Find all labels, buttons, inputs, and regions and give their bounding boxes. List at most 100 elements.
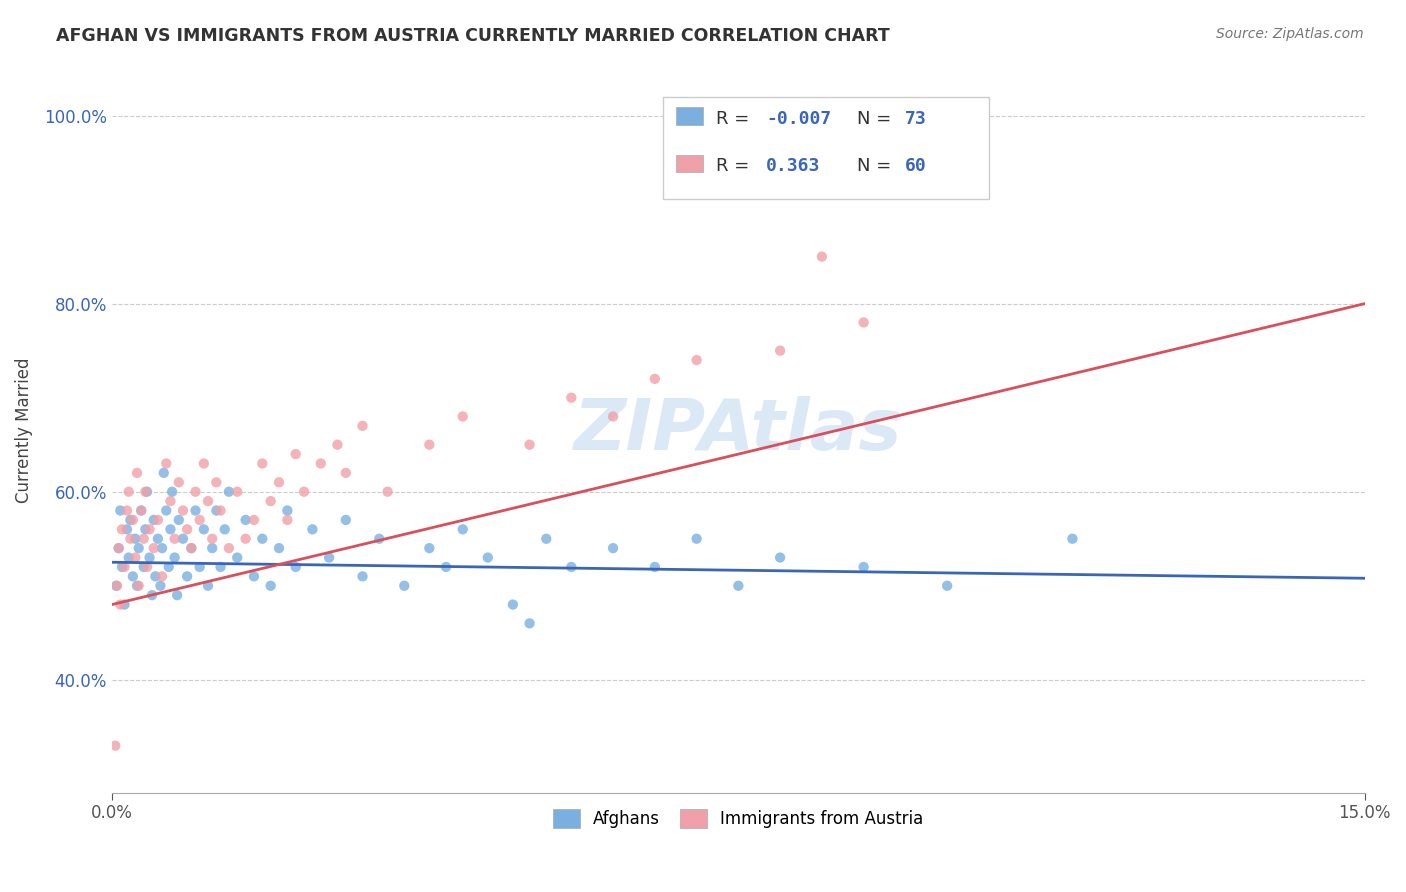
Point — [205, 475, 228, 490]
Point — [276, 513, 298, 527]
Point — [218, 484, 240, 499]
Point — [180, 541, 202, 556]
Point — [167, 475, 190, 490]
Legend: Afghans, Immigrants from Austria: Afghans, Immigrants from Austria — [547, 803, 931, 835]
Point — [146, 532, 169, 546]
Point — [124, 532, 146, 546]
Point — [125, 579, 148, 593]
Point — [124, 550, 146, 565]
Point — [852, 315, 875, 329]
Point — [209, 503, 232, 517]
Point — [434, 560, 457, 574]
Point — [132, 532, 155, 546]
Text: AFGHAN VS IMMIGRANTS FROM AUSTRIA CURRENTLY MARRIED CORRELATION CHART: AFGHAN VS IMMIGRANTS FROM AUSTRIA CURREN… — [56, 27, 890, 45]
Point — [267, 541, 290, 556]
Point — [235, 513, 257, 527]
Point — [197, 494, 219, 508]
Point — [155, 457, 177, 471]
Point — [111, 560, 134, 574]
Point — [150, 569, 173, 583]
Point — [114, 560, 136, 574]
Point — [214, 522, 236, 536]
Point — [602, 541, 624, 556]
Point — [352, 569, 374, 583]
Point — [335, 466, 357, 480]
Point — [252, 532, 274, 546]
Point — [852, 560, 875, 574]
Point — [284, 560, 307, 574]
Point — [201, 541, 224, 556]
Point — [129, 503, 152, 517]
Point — [125, 466, 148, 480]
Point — [121, 569, 143, 583]
Point — [292, 484, 315, 499]
Text: 73: 73 — [905, 111, 927, 128]
Point — [519, 438, 541, 452]
Text: ZIPAtlas: ZIPAtlas — [574, 396, 903, 465]
Point — [159, 494, 181, 508]
Point — [134, 484, 156, 499]
Point — [260, 494, 283, 508]
Point — [226, 550, 249, 565]
Point — [152, 466, 174, 480]
Point — [205, 503, 228, 517]
Point — [284, 447, 307, 461]
Point — [451, 409, 474, 424]
Point — [377, 484, 399, 499]
Point — [276, 503, 298, 517]
Text: N =: N = — [858, 111, 897, 128]
FancyBboxPatch shape — [676, 107, 703, 125]
Point — [685, 532, 707, 546]
Text: 0.363: 0.363 — [766, 157, 820, 176]
Point — [134, 522, 156, 536]
Point — [811, 250, 834, 264]
Point — [142, 513, 165, 527]
Point — [136, 560, 159, 574]
Point — [128, 541, 150, 556]
Point — [104, 739, 127, 753]
Point — [644, 560, 666, 574]
Point — [936, 579, 959, 593]
Point — [309, 457, 332, 471]
Point — [141, 588, 163, 602]
Text: R =: R = — [716, 157, 755, 176]
Point — [218, 541, 240, 556]
Point — [685, 353, 707, 368]
Point — [136, 484, 159, 499]
Point — [769, 343, 792, 358]
Point — [602, 409, 624, 424]
Point — [1062, 532, 1084, 546]
Y-axis label: Currently Married: Currently Married — [15, 358, 32, 503]
Text: 60: 60 — [905, 157, 927, 176]
Point — [188, 560, 211, 574]
Point — [128, 579, 150, 593]
Point — [477, 550, 499, 565]
Point — [163, 532, 186, 546]
Point — [176, 569, 198, 583]
Point — [201, 532, 224, 546]
Point — [114, 598, 136, 612]
Point — [160, 484, 183, 499]
Point — [368, 532, 391, 546]
Point — [644, 372, 666, 386]
Point — [105, 579, 128, 593]
Point — [120, 532, 142, 546]
Point — [226, 484, 249, 499]
Point — [172, 532, 194, 546]
Point — [418, 438, 440, 452]
Point — [172, 503, 194, 517]
Point — [243, 513, 266, 527]
Point — [326, 438, 349, 452]
Point — [209, 560, 232, 574]
Point — [107, 541, 129, 556]
Point — [180, 541, 202, 556]
Point — [145, 569, 167, 583]
Point — [188, 513, 211, 527]
Text: Source: ZipAtlas.com: Source: ZipAtlas.com — [1216, 27, 1364, 41]
Point — [769, 550, 792, 565]
Point — [111, 522, 134, 536]
Point — [394, 579, 416, 593]
FancyBboxPatch shape — [676, 154, 703, 172]
Point — [159, 522, 181, 536]
Point — [142, 541, 165, 556]
